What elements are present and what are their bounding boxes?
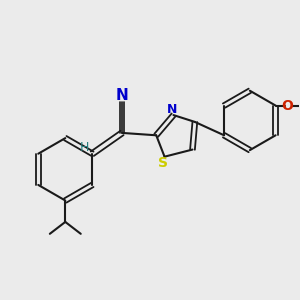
Text: S: S <box>158 156 168 170</box>
Text: H: H <box>80 141 90 154</box>
Text: N: N <box>167 103 177 116</box>
Text: O: O <box>281 99 293 112</box>
Text: N: N <box>116 88 128 103</box>
